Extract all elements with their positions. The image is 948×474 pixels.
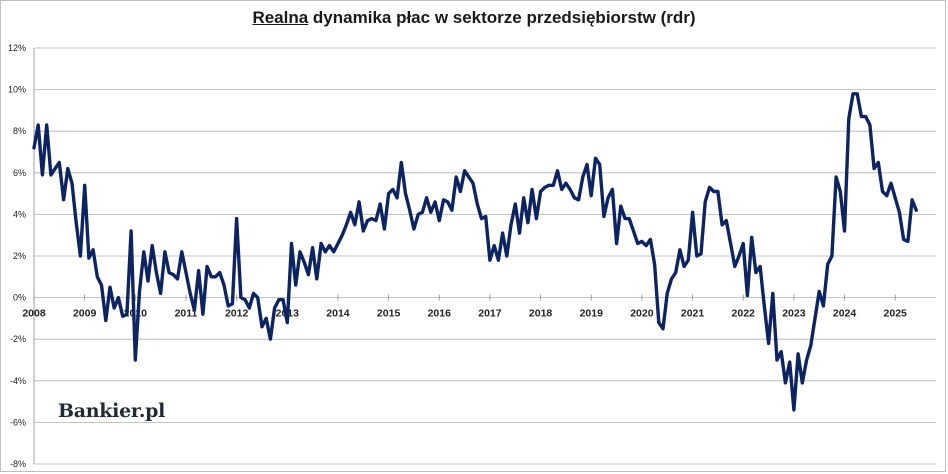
series-line: [32, 92, 918, 412]
x-tick-label: 2014: [326, 308, 350, 320]
bankier-logo: Bankier.pl: [58, 400, 166, 422]
y-tick-label: 8%: [13, 126, 26, 136]
y-tick-label: -8%: [10, 459, 26, 469]
x-tick-label: 2020: [630, 308, 654, 320]
x-tick-label: 2023: [782, 308, 806, 320]
x-tick-label: 2016: [428, 308, 452, 320]
x-tick-label: 2008: [22, 308, 46, 320]
x-tick-label: 2009: [73, 308, 97, 320]
x-tick-label: 2017: [478, 308, 502, 320]
gridlines: [34, 47, 936, 465]
y-tick-label: 4%: [13, 209, 26, 219]
y-tick-label: -2%: [10, 334, 26, 344]
y-tick-label: 0%: [13, 293, 26, 303]
chart-title-rest: dynamika płac w sektorze przedsiębiorstw…: [308, 8, 696, 27]
x-tick-label: 2012: [225, 308, 249, 320]
y-tick-label: 12%: [8, 43, 26, 53]
x-tick-label: 2011: [175, 308, 198, 320]
chart-title-underlined: Realna: [252, 8, 309, 27]
y-tick-label: 10%: [8, 85, 26, 95]
chart-title: Realna dynamika płac w sektorze przedsię…: [0, 8, 948, 28]
x-tick-label: 2024: [833, 308, 857, 320]
x-tick-label: 2015: [377, 308, 401, 320]
x-tick-label: 2021: [681, 308, 705, 320]
x-tick-label: 2022: [732, 308, 756, 320]
y-tick-labels: 12% 10% 8% 6% 4% 2% 0% -2% -4% -6% -8%: [8, 43, 26, 469]
x-tick-label: 2018: [529, 308, 553, 320]
y-tick-label: -6%: [10, 417, 26, 427]
y-tick-label: 2%: [13, 251, 26, 261]
x-tick-label: 2019: [580, 308, 604, 320]
x-tick-label: 2025: [884, 308, 908, 320]
y-tick-label: 6%: [13, 168, 26, 178]
y-tick-label: -4%: [10, 376, 26, 386]
